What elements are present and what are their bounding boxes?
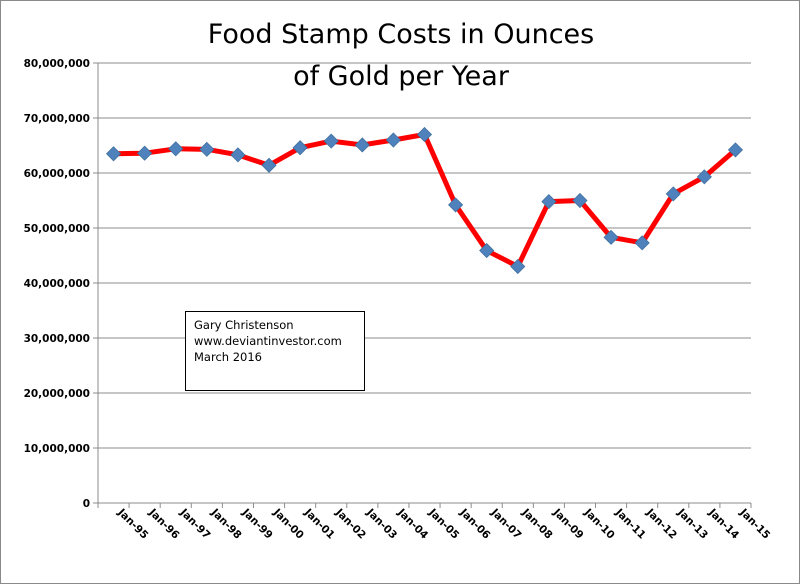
x-tick-label: Jan-06 — [457, 506, 493, 542]
data-point-marker — [572, 192, 588, 209]
x-tick-label: Jan-12 — [643, 506, 679, 542]
data-point-marker — [168, 141, 184, 157]
data-point-marker — [510, 258, 526, 275]
data-point-marker — [634, 235, 650, 251]
data-point-marker — [416, 126, 433, 143]
x-tick-label: Jan-08 — [519, 506, 555, 542]
data-point-marker — [354, 137, 370, 153]
annotation-website: www.deviantinvestor.com — [194, 334, 342, 348]
x-tick-label: Jan-99 — [239, 506, 275, 542]
annotation-box: Gary Christenson www.deviantinvestor.com… — [185, 311, 365, 391]
data-point-marker — [385, 132, 401, 148]
y-tick-label: 60,000,000 — [24, 168, 90, 180]
data-point-marker — [199, 141, 215, 157]
data-point-marker — [448, 197, 464, 213]
y-tick-label: 80,000,000 — [24, 58, 90, 70]
x-tick-label: Jan-98 — [208, 506, 244, 542]
data-point-marker — [292, 140, 308, 156]
data-point-marker — [727, 142, 744, 158]
series-layer — [105, 126, 744, 275]
y-tick-label: 70,000,000 — [24, 113, 90, 125]
annotation-author: Gary Christenson — [194, 318, 294, 332]
chart-title-line-2: of Gold per Year — [293, 61, 510, 92]
chart-title-line-1: Food Stamp Costs in Ounces — [208, 19, 595, 50]
y-tick-label: 10,000,000 — [24, 443, 90, 455]
x-tick-label: Jan-03 — [363, 506, 399, 542]
y-tick-label: 40,000,000 — [24, 278, 90, 290]
x-tick-label: Jan-15 — [737, 506, 773, 542]
data-point-marker — [230, 147, 246, 163]
annotation-date: March 2016 — [194, 350, 262, 364]
x-tick-label: Jan-02 — [332, 506, 368, 542]
x-tick-label: Jan-00 — [270, 506, 306, 542]
x-tick-label: Jan-10 — [581, 506, 617, 542]
y-tick-label: 20,000,000 — [24, 388, 90, 400]
y-tick-label: 50,000,000 — [24, 223, 90, 235]
data-point-marker — [137, 145, 153, 161]
x-tick-label: Jan-09 — [550, 506, 586, 542]
x-tick-label: Jan-13 — [674, 506, 710, 542]
x-tick-label: Jan-01 — [301, 506, 337, 542]
data-point-marker — [696, 169, 712, 185]
x-axis-tick-labels: Jan-95Jan-96Jan-97Jan-98Jan-99Jan-00Jan-… — [115, 506, 773, 542]
data-point-marker — [323, 133, 339, 149]
x-tick-label: Jan-11 — [612, 506, 648, 542]
x-tick-label: Jan-04 — [395, 506, 431, 542]
data-point-marker — [603, 229, 619, 245]
x-tick-label: Jan-14 — [706, 506, 742, 542]
x-tick-label: Jan-95 — [115, 506, 151, 542]
data-point-marker — [665, 186, 681, 202]
axes — [93, 62, 752, 508]
data-point-marker — [479, 242, 495, 259]
x-tick-label: Jan-97 — [177, 506, 213, 542]
y-tick-label: 30,000,000 — [24, 333, 90, 345]
data-point-marker — [541, 194, 557, 210]
x-tick-label: Jan-05 — [426, 506, 462, 542]
y-tick-label: 0 — [83, 498, 90, 510]
x-tick-label: Jan-07 — [488, 506, 524, 542]
data-point-marker — [261, 157, 277, 173]
data-point-marker — [105, 146, 122, 162]
y-axis-tick-labels: 0 10,000,000 20,000,000 30,000,000 40,000,00… — [24, 58, 90, 510]
x-tick-label: Jan-96 — [146, 506, 182, 542]
